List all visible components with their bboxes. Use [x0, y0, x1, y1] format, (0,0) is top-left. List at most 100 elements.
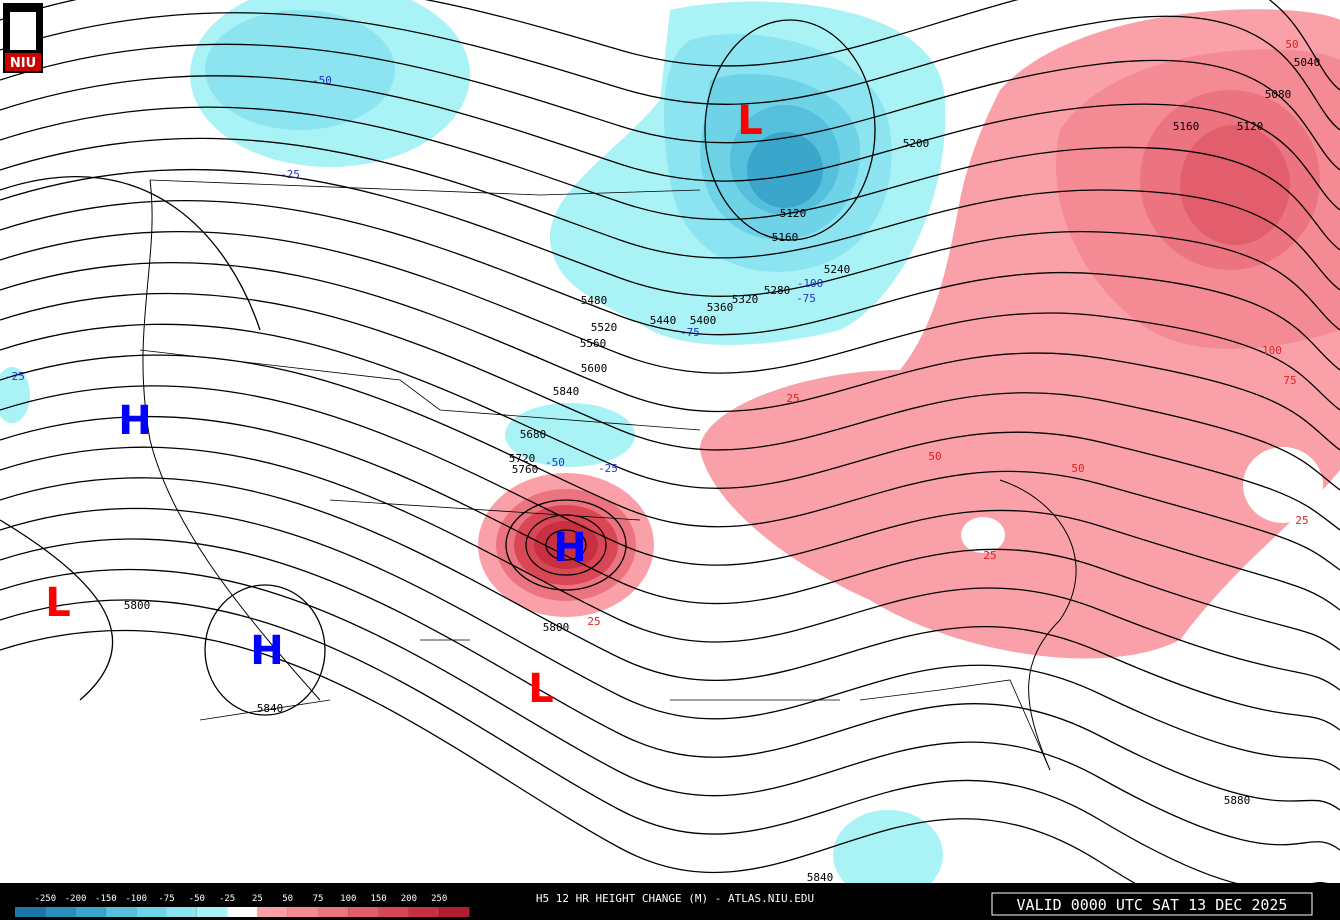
height-label: 5840: [807, 871, 834, 884]
change-label: 100: [1262, 344, 1282, 357]
change-label: -25: [5, 370, 25, 383]
contour-line: [505, 499, 627, 591]
height-label: 5480: [581, 294, 608, 307]
legend-label: 50: [282, 894, 293, 904]
change-label: -75: [680, 326, 700, 339]
height-label: 5160: [772, 231, 799, 244]
change-label: 50: [1071, 462, 1084, 475]
height-label: 5760: [512, 463, 539, 476]
legend-label: -50: [189, 894, 205, 904]
change-label: -25: [280, 168, 300, 181]
legend-label: 75: [313, 894, 324, 904]
contour-line: [0, 629, 1212, 920]
legend-swatch: [439, 907, 470, 917]
legend-swatch: [227, 907, 258, 917]
footer-title: H5 12 HR HEIGHT CHANGE (M) - ATLAS.NIU.E…: [536, 892, 814, 905]
contour-line: [0, 106, 1340, 251]
legend-swatch: [15, 907, 46, 917]
contour-line: [0, 416, 1340, 651]
legend-swatch: [257, 907, 288, 917]
legend-label: -250: [34, 894, 56, 904]
legend-label: 25: [252, 894, 263, 904]
change-label: -50: [312, 74, 332, 87]
change-label: 25: [587, 615, 600, 628]
legend-swatch: [166, 907, 197, 917]
contour-line: [0, 12, 1340, 131]
height-label: 5120: [1237, 120, 1264, 133]
change-label: 25: [983, 549, 996, 562]
height-label: 5800: [543, 621, 570, 634]
legend-label: -25: [219, 894, 235, 904]
contour-line: [0, 446, 1340, 691]
contour-line: [0, 507, 1340, 771]
legend-label: 100: [340, 894, 356, 904]
change-label: -100: [797, 277, 824, 290]
contour-line: [0, 0, 1340, 91]
contour-line: [0, 137, 1340, 291]
legend-swatch: [318, 907, 349, 917]
height-label: 5400: [690, 314, 717, 327]
contour-line: [0, 200, 1340, 371]
height-label: 5560: [580, 337, 607, 350]
legend-label: 200: [401, 894, 417, 904]
legend-swatch: [348, 907, 379, 917]
change-label: 75: [1283, 374, 1296, 387]
contour-line: [0, 568, 1340, 851]
height-label: 5840: [553, 385, 580, 398]
height-label: 5240: [824, 263, 851, 276]
contour-line: [0, 262, 1340, 451]
height-label: 5880: [1224, 794, 1251, 807]
legend-label: -100: [125, 894, 147, 904]
height-label: 5320: [732, 293, 759, 306]
height-label: 5600: [581, 362, 608, 375]
height-label: 5200: [903, 137, 930, 150]
change-label: 50: [928, 450, 941, 463]
legend-label: -200: [65, 894, 87, 904]
legend-swatch: [287, 907, 318, 917]
contour-line: [204, 584, 326, 716]
contour-line: [0, 43, 1340, 171]
height-label: 5800: [124, 599, 151, 612]
contour-line: [0, 75, 1340, 211]
pressure-center: H: [553, 525, 586, 571]
legend-label: -75: [158, 894, 174, 904]
valid-time: VALID 0000 UTC SAT 13 DEC 2025: [1017, 896, 1288, 914]
legend-swatch: [75, 907, 106, 917]
change-label: 50: [1285, 38, 1298, 51]
change-label: -50: [545, 456, 565, 469]
contour-line: [0, 323, 1340, 531]
pressure-center: H: [250, 628, 283, 674]
height-label: 5720: [509, 452, 536, 465]
height-label: 5120: [780, 207, 807, 220]
logo: NIU: [3, 3, 43, 73]
contour-line: [0, 292, 1340, 491]
legend-label: -150: [95, 894, 117, 904]
pressure-center: L: [737, 98, 763, 144]
change-label: -75: [796, 292, 816, 305]
height-label: 5280: [764, 284, 791, 297]
legend-swatch: [196, 907, 228, 917]
contour-line: [0, 231, 1340, 411]
change-label: -25: [598, 462, 618, 475]
contour-line: [0, 176, 261, 701]
change-label: 25: [1295, 514, 1308, 527]
height-label: 5360: [707, 301, 734, 314]
height-label: 5680: [520, 428, 547, 441]
borders: [139, 179, 1077, 771]
contour-line: [0, 538, 1340, 811]
legend-label: 250: [431, 894, 447, 904]
height-label: 5160: [1173, 120, 1200, 133]
pressure-center: H: [118, 398, 151, 444]
legend-swatch: [45, 907, 76, 917]
height-label: 5080: [1265, 88, 1292, 101]
shading: [0, 0, 1340, 900]
logo-text: NIU: [10, 56, 36, 71]
legend-swatch: [105, 907, 137, 917]
height-label: 5520: [591, 321, 618, 334]
legend-swatch: [136, 907, 167, 917]
contour-line: [0, 168, 1340, 331]
valid-box: [991, 892, 1313, 916]
height-label: 5840: [257, 702, 284, 715]
change-label: 25: [786, 392, 799, 405]
